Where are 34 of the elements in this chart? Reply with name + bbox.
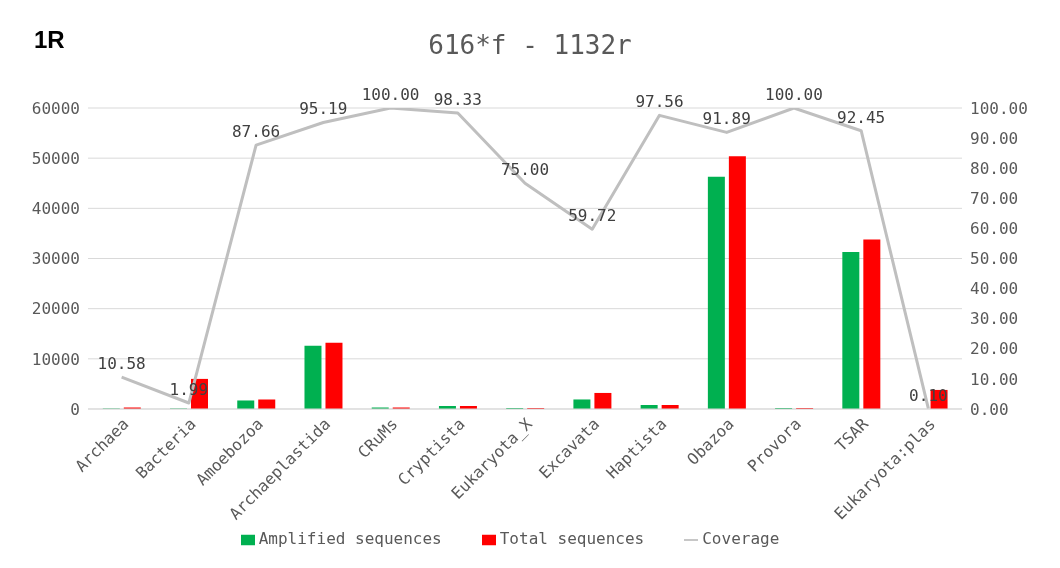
data-label: 98.33	[433, 90, 482, 110]
y-tick-label: 0	[70, 399, 80, 419]
data-label: 87.66	[231, 122, 281, 142]
y2-tick-label: 30.00	[970, 309, 1019, 329]
y2-tick-label: 100.00	[970, 98, 1028, 118]
legend-label: Amplified sequences	[258, 529, 442, 548]
y-tick-label: 10000	[31, 349, 80, 369]
data-label: 91.89	[702, 109, 751, 129]
y-tick-label: 30000	[31, 249, 80, 269]
y2-tick-label: 50.00	[970, 249, 1019, 269]
data-label: 100.00	[361, 85, 420, 104]
y2-tick-label: 90.00	[970, 128, 1019, 148]
y2-tick-label: 0.00	[970, 399, 1009, 419]
data-label: 92.45	[837, 107, 886, 127]
y-tick-label: 20000	[31, 299, 80, 319]
y2-tick-label: 60.00	[970, 219, 1019, 239]
data-label: 59.72	[568, 206, 617, 226]
y-tick-label: 50000	[31, 148, 80, 168]
chart-title: 616*f - 1132r	[428, 30, 632, 60]
data-label: 100.00	[765, 85, 823, 104]
y2-tick-label: 70.00	[970, 188, 1019, 208]
y-tick-label: 40000	[31, 199, 80, 219]
y2-tick-label: 40.00	[970, 279, 1019, 299]
y2-tick-label: 10.00	[970, 369, 1019, 389]
legend-label: Coverage	[702, 529, 780, 548]
data-label: 10.58	[97, 354, 146, 374]
y-tick-label: 60000	[31, 98, 80, 118]
y2-tick-label: 80.00	[970, 158, 1019, 178]
data-label: 95.19	[299, 99, 348, 119]
legend-label: Total sequences	[499, 529, 645, 548]
text: 1R	[34, 26, 65, 54]
data-label: 97.56	[635, 92, 684, 112]
y2-tick-label: 20.00	[970, 339, 1019, 359]
data-label: 75.00	[500, 160, 550, 180]
